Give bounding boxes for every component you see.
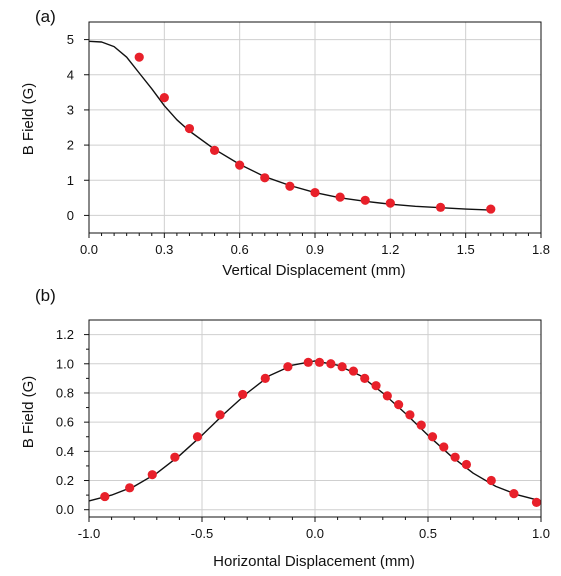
x-tick-label: 0.5 xyxy=(419,526,437,541)
y-tick-label: 5 xyxy=(67,32,74,47)
data-point xyxy=(303,357,313,367)
panel-b-label: (b) xyxy=(35,286,56,305)
data-point xyxy=(170,452,180,462)
data-point xyxy=(461,459,472,470)
data-point xyxy=(215,410,225,420)
y-tick-label: 0.4 xyxy=(56,444,74,459)
data-point xyxy=(385,198,395,208)
data-point xyxy=(337,362,347,372)
data-point xyxy=(159,93,169,103)
data-point xyxy=(360,195,370,205)
data-point xyxy=(192,432,203,442)
y-tick-label: 0.2 xyxy=(56,473,74,488)
data-point xyxy=(285,181,295,191)
data-point xyxy=(125,483,135,493)
data-point xyxy=(209,145,220,155)
plot-frame xyxy=(88,21,542,234)
x-tick-label: 0.0 xyxy=(306,526,324,541)
y-tick-label: 2 xyxy=(67,138,74,153)
x-tick-label: 1.5 xyxy=(457,242,475,257)
panel-a-label: (a) xyxy=(35,7,56,26)
x-tick-label: -0.5 xyxy=(191,526,213,541)
data-point xyxy=(235,160,245,170)
x-tick-label: 0.0 xyxy=(80,242,98,257)
data-point xyxy=(100,491,110,502)
y-tick-label: 1.2 xyxy=(56,327,74,342)
panel-a-grid xyxy=(84,22,542,238)
data-point xyxy=(405,410,415,420)
data-point xyxy=(416,420,426,430)
data-point xyxy=(314,357,325,367)
data-point xyxy=(382,391,392,401)
data-point xyxy=(260,373,270,383)
y-tick-label: 1.0 xyxy=(56,356,74,371)
data-point xyxy=(283,362,293,372)
plot-frame xyxy=(88,319,542,518)
data-point xyxy=(238,389,248,400)
x-tick-label: -1.0 xyxy=(78,526,100,541)
y-tick-label: 0.8 xyxy=(56,385,74,400)
data-point xyxy=(348,366,359,376)
x-tick-label: 0.3 xyxy=(155,242,173,257)
data-point xyxy=(360,373,370,383)
y-tick-label: 0.6 xyxy=(56,415,74,430)
data-point xyxy=(531,497,542,508)
x-tick-label: 1.0 xyxy=(532,526,550,541)
data-point xyxy=(394,400,404,410)
data-point xyxy=(184,123,195,134)
data-point xyxy=(310,187,320,198)
data-point xyxy=(371,381,381,391)
data-point xyxy=(335,192,345,202)
data-point xyxy=(486,204,496,214)
panel-b-y-axis-label: B Field (G) xyxy=(20,376,37,449)
data-point xyxy=(134,52,144,62)
y-tick-label: 1 xyxy=(67,173,74,188)
data-point xyxy=(439,442,449,452)
chart-panel-b: (b) Horizontal Displacement (mm) B Field… xyxy=(20,286,550,570)
data-point xyxy=(509,489,519,499)
y-tick-label: 3 xyxy=(67,102,74,117)
y-tick-label: 4 xyxy=(67,67,74,82)
panel-b-x-axis-label: Horizontal Displacement (mm) xyxy=(213,553,415,570)
panel-b-grid xyxy=(84,320,542,522)
y-tick-label: 0.0 xyxy=(56,502,74,517)
panel-a-y-axis-label: B Field (G) xyxy=(20,83,37,156)
data-point xyxy=(435,202,446,212)
data-point xyxy=(486,475,496,486)
data-point xyxy=(260,173,270,183)
y-tick-label: 0 xyxy=(67,208,74,223)
panel-a-x-axis-label: Vertical Displacement (mm) xyxy=(222,262,405,279)
x-tick-label: 1.8 xyxy=(532,242,550,257)
data-point xyxy=(450,452,460,462)
x-tick-label: 1.2 xyxy=(381,242,399,257)
data-point xyxy=(326,359,336,369)
x-tick-label: 0.6 xyxy=(231,242,249,257)
x-tick-label: 0.9 xyxy=(306,242,324,257)
data-point xyxy=(427,432,438,442)
data-point xyxy=(147,470,157,480)
chart-panel-a: (a) Vertical Displacement (mm) B Field (… xyxy=(20,7,550,279)
